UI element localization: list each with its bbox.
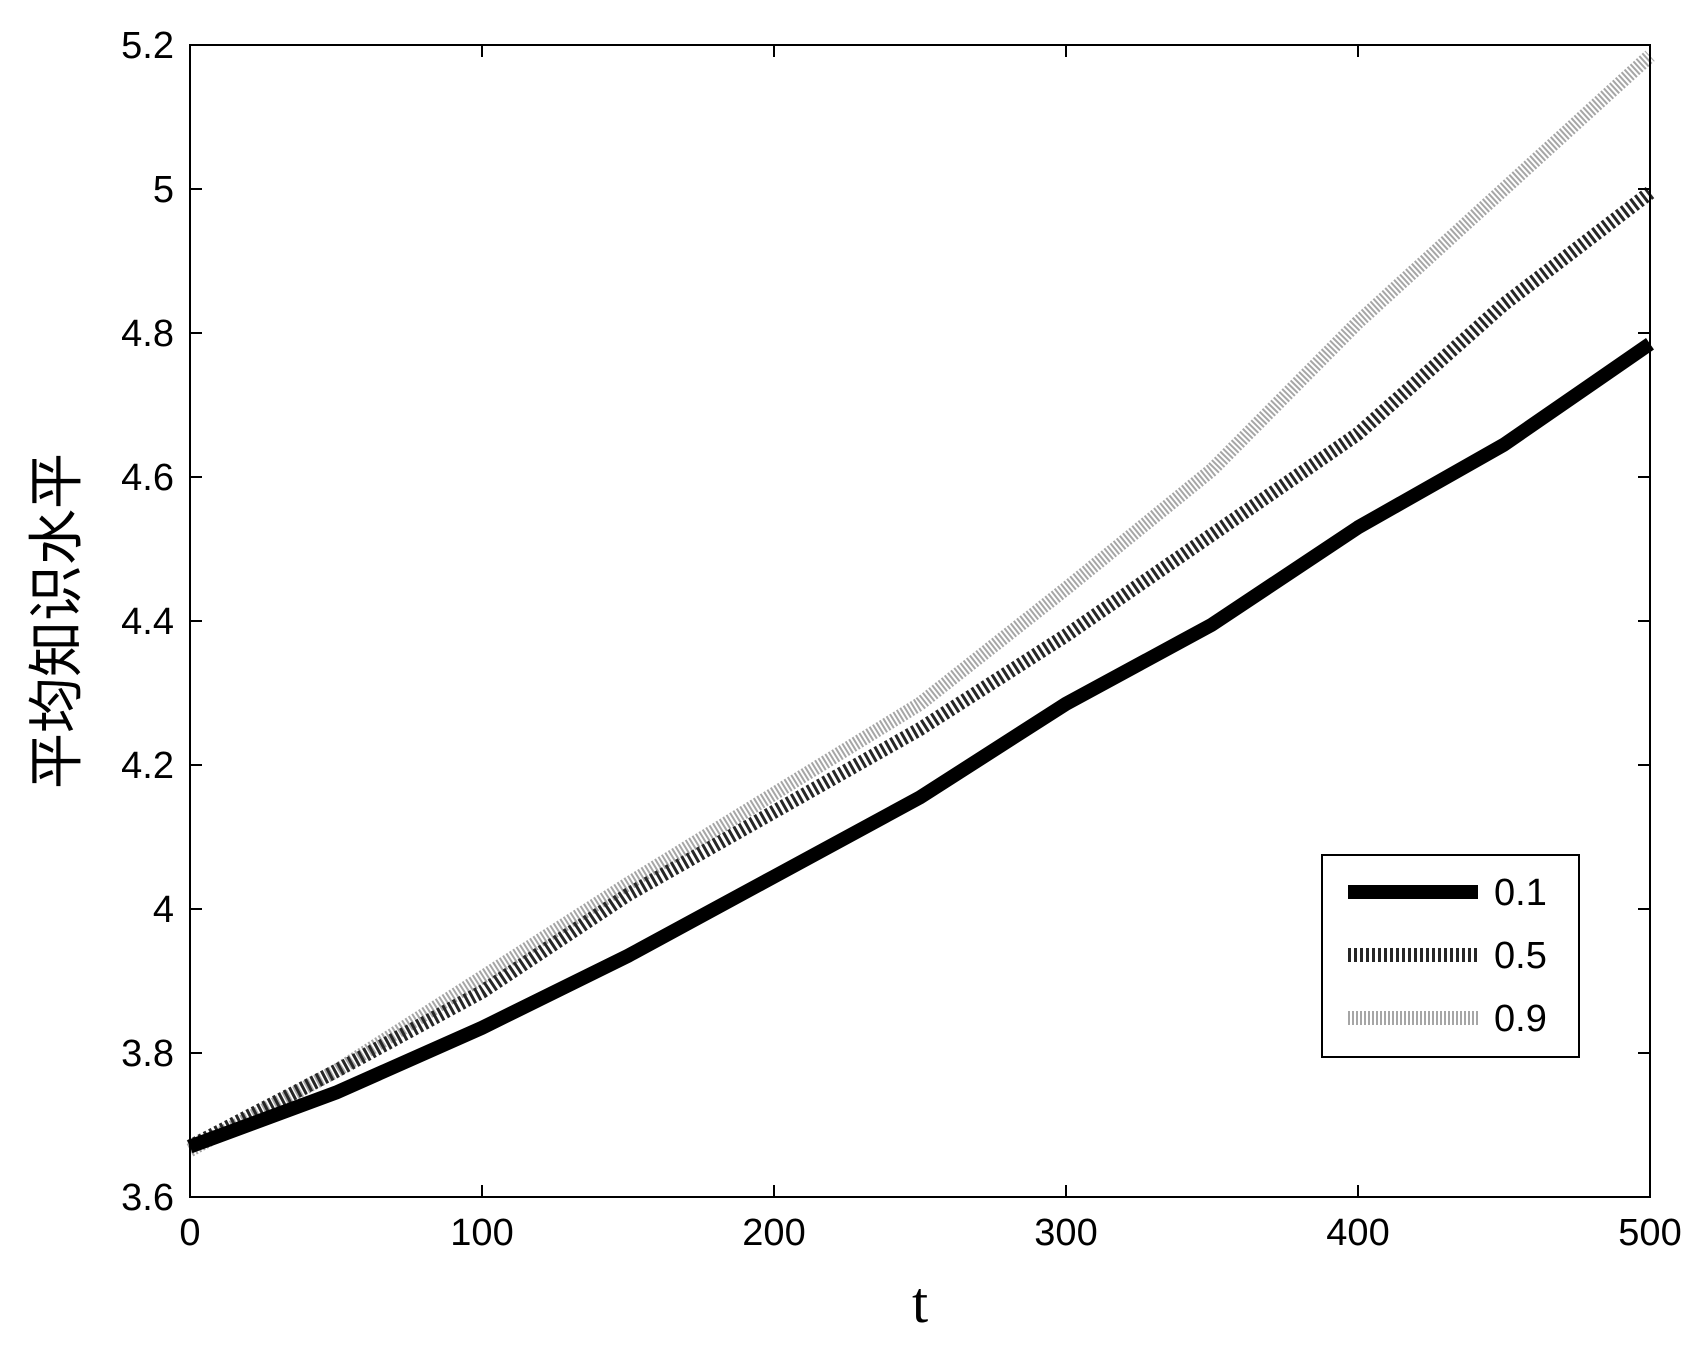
series-layer: [186, 50, 1655, 1157]
y-tick-label: 4.4: [121, 601, 174, 643]
x-tick-label: 100: [450, 1212, 513, 1254]
y-axis-label: 平均知识水平: [25, 453, 90, 789]
x-tick-label: 300: [1034, 1212, 1097, 1254]
legend-label-0.9: 0.9: [1494, 998, 1547, 1040]
legend-label-0.1: 0.1: [1494, 872, 1547, 914]
y-tick-label: 4.6: [121, 457, 174, 499]
y-tick-label: 5: [153, 169, 174, 211]
legend-label-0.5: 0.5: [1494, 935, 1547, 977]
legend: 0.1 0.5 0.9: [1321, 854, 1580, 1058]
y-tick-label: 3.6: [121, 1177, 174, 1219]
y-tick-label: 4.2: [121, 745, 174, 787]
series-line-0.9: [186, 50, 1655, 1157]
series-line-0.5: [186, 187, 1655, 1153]
series-line-0.1: [187, 338, 1654, 1154]
y-tick-label: 3.8: [121, 1033, 174, 1075]
x-tick-label: 500: [1618, 1212, 1681, 1254]
y-tick-label: 5.2: [121, 25, 174, 67]
x-tick-label: 0: [179, 1212, 200, 1254]
x-tick-label: 200: [742, 1212, 805, 1254]
x-axis-label: t: [912, 1270, 928, 1335]
y-tick-label: 4.8: [121, 313, 174, 355]
x-tick-label: 400: [1326, 1212, 1389, 1254]
ticks-layer: 0 100 200 300 400 500 3.6 3.8 4 4.2 4.4 4.6 4.8 5 5.2: [121, 25, 1682, 1254]
y-tick-label: 4: [153, 889, 174, 931]
